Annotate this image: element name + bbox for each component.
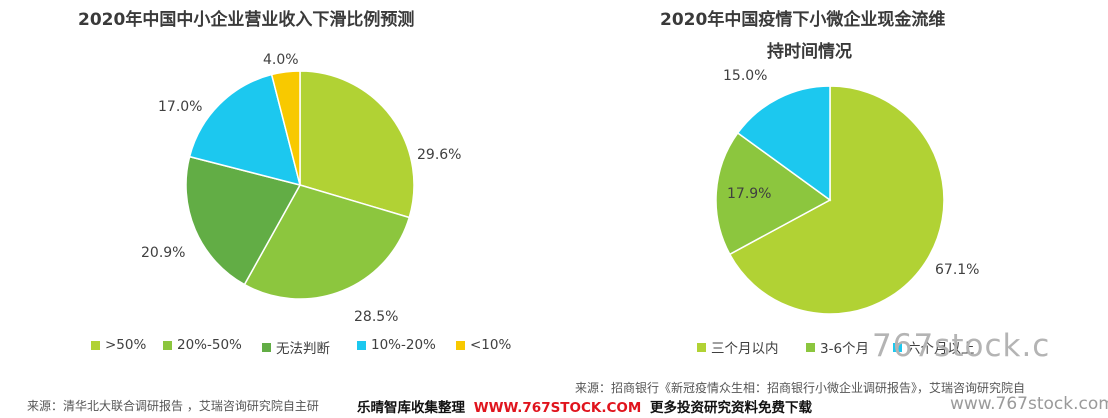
chart-1-legend-item-4: <10% [456,337,511,353]
chart-1-legend-item-1: 20%-50% [163,337,242,353]
source-left: 来源：清华北大联合调研报告 ，艾瑞咨询研究院自主研 [27,399,319,413]
legend-label: <10% [470,337,512,353]
chart-2-pie [715,85,945,315]
chart-2-slice-1 [715,131,832,256]
legend-label: >50% [105,337,147,353]
legend-label: 无法判断 [276,341,330,357]
chart-1-slice-3 [188,73,302,187]
chart-1-slice-2 [185,155,302,286]
legend-swatch [163,340,172,350]
chart-2-label-2: 15.0% [723,68,768,84]
chart-2-label-0: 67.1% [935,262,980,278]
legend-swatch [697,342,706,352]
legend-swatch [357,340,366,350]
legend-label: 20%-50% [177,337,242,353]
chart-1-label-0: 29.6% [417,147,462,163]
banner-url[interactable]: WWW.767STOCK.COM [473,400,642,416]
chart-1-legend-item-0: >50% [91,337,146,353]
legend-swatch [456,340,465,350]
chart-1-pie [185,70,415,300]
chart-1-title: 2020年中国中小企业营业收入下滑比例预测 [78,10,415,30]
legend-swatch [262,342,271,352]
chart-2-slice-0 [728,85,945,315]
chart-2-title-line-1: 2020年中国疫情下小微企业现金流维 [660,10,946,30]
chart-2-legend-item-0: 三个月以内 [697,337,779,357]
chart-1-label-3: 17.0% [158,99,203,115]
chart-1-label-2: 20.9% [141,245,186,261]
chart-1-label-4: 4.0% [263,52,299,68]
chart-1-legend-item-3: 10%-20% [357,337,436,353]
watermark-small: www.767stock.com [950,394,1108,414]
legend-label: 三个月以内 [711,341,779,357]
legend-label: 六个月以上 [907,341,975,357]
chart-1-label-1: 28.5% [354,309,399,325]
chart-1-slice-4 [270,70,301,186]
chart-2-legend-item-2: 六个月以上 [893,337,975,357]
legend-swatch [893,342,902,352]
chart-2-title-line-2: 持时间情况 [767,42,852,62]
chart-2-slice-2 [736,85,831,202]
chart-1-slice-0 [299,70,415,219]
source-right: 来源：招商银行《新冠疫情众生相：招商银行小微企业调研报告》，艾瑞咨询研究院自 [575,381,1026,395]
legend-swatch [806,342,815,352]
chart-2-legend-item-1: 3-6个月 [806,337,869,357]
banner-suffix: 更多投资研究资料免费下载 [650,400,813,416]
legend-label: 10%-20% [371,337,436,353]
chart-1-slice-1 [243,184,411,300]
chart-1-legend-item-2: 无法判断 [262,337,330,357]
banner-prefix: 乐晴智库收集整理 [357,400,465,416]
chart-2-label-1: 17.9% [727,186,772,202]
legend-swatch [91,340,100,350]
legend-label: 3-6个月 [820,341,870,357]
watermark-large: 767stock.c [872,328,1051,364]
download-banner: 乐晴智库收集整理 WWW.767STOCK.COM 更多投资研究资料免费下载 [357,396,812,416]
